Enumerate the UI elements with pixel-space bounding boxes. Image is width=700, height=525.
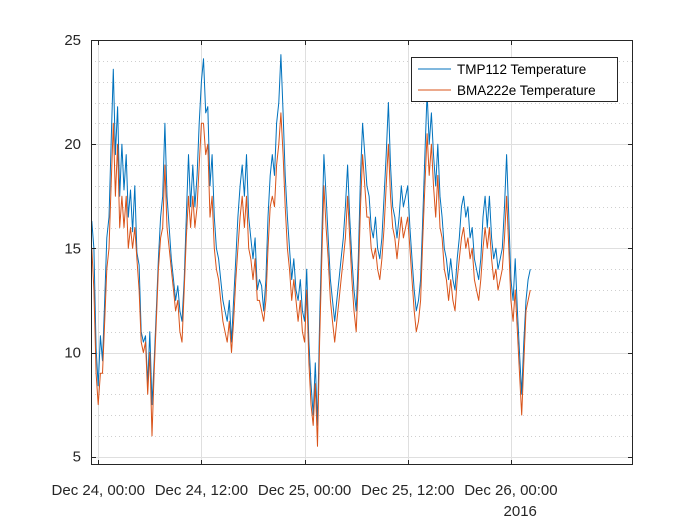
ticks-layer	[91, 40, 633, 465]
x-tick-label: Dec 24, 12:00	[155, 482, 248, 499]
y-tick-label: 25	[64, 32, 81, 49]
y-tick-label: 15	[64, 240, 81, 257]
axes-background	[91, 40, 633, 465]
legend-label-tmp112: TMP112 Temperature	[457, 62, 586, 77]
plot-area	[91, 40, 633, 465]
y-tick-label: 10	[64, 345, 81, 362]
x-tick-label: Dec 25, 12:00	[361, 482, 454, 499]
legend-box	[411, 57, 618, 102]
x-axis-year-label: 2016	[504, 503, 537, 520]
series-line-bma222e	[91, 112, 531, 447]
series-line-tmp112	[91, 54, 531, 426]
y-tick-label: 5	[73, 449, 81, 466]
y-tick-label: 20	[64, 136, 81, 153]
series-layer	[91, 54, 531, 447]
legend: TMP112 Temperature BMA222e Temperature	[411, 57, 618, 102]
x-tick-label: Dec 24, 00:00	[52, 482, 145, 499]
x-tick-labels: Dec 24, 00:00 Dec 24, 12:00 Dec 25, 00:00 D…	[52, 482, 558, 499]
legend-label-bma222e: BMA222e Temperature	[457, 83, 596, 98]
x-tick-label: Dec 25, 00:00	[258, 482, 351, 499]
x-tick-label: Dec 26, 00:00	[464, 482, 557, 499]
y-tick-labels: 5 10 15 20 25	[64, 32, 81, 466]
axes-box	[91, 40, 633, 465]
